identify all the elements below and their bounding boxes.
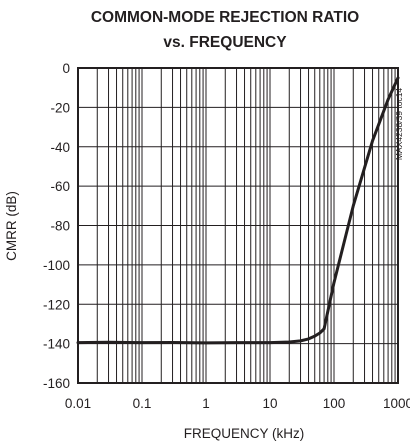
y-tick-label: -40	[50, 140, 70, 155]
y-tick-label: 0	[62, 61, 70, 76]
y-axis-label: CMRR (dB)	[4, 191, 19, 261]
grid	[78, 68, 398, 383]
y-tick-label: -80	[50, 219, 70, 234]
x-tick-label: 0.01	[65, 396, 91, 411]
y-tick-label: -120	[43, 297, 70, 312]
x-tick-label: 1000	[383, 396, 410, 411]
plot-frame	[77, 67, 399, 384]
x-tick-label: 100	[323, 396, 346, 411]
y-tick-label: -60	[50, 179, 70, 194]
x-tick-label: 0.1	[133, 396, 152, 411]
y-tick-labels: 0 -20 -40 -60 -80 -100 -120 -140 -160	[43, 61, 70, 391]
x-tick-labels: 0.01 0.1 1 10 100 1000	[65, 396, 410, 411]
x-tick-label: 10	[262, 396, 277, 411]
cmrr-series-line	[76, 76, 400, 345]
y-tick-label: -100	[43, 258, 70, 273]
x-tick-label: 1	[202, 396, 210, 411]
y-tick-label: -20	[50, 100, 70, 115]
y-tick-label: -160	[43, 376, 70, 391]
chart-title-line-1: COMMON-MODE REJECTION RATIO	[91, 9, 359, 26]
part-label: MAX4238/39 toc14	[394, 88, 404, 161]
x-axis-label: FREQUENCY (kHz)	[184, 426, 305, 441]
chart-title-line-2: vs. FREQUENCY	[163, 34, 287, 51]
y-tick-label: -140	[43, 337, 70, 352]
